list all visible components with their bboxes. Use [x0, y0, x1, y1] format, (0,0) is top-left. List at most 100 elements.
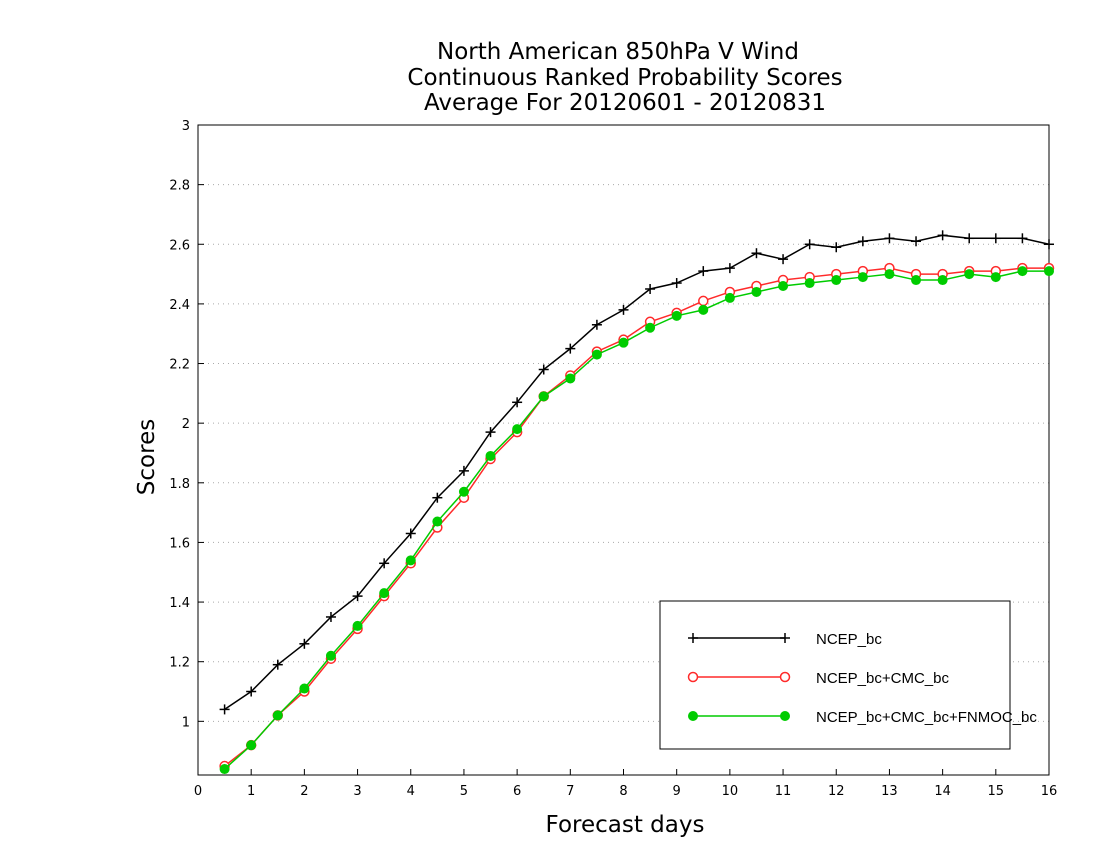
legend-marker-right-0 — [780, 633, 790, 643]
series-0-point-29 — [990, 233, 1001, 244]
series-0-point-23 — [831, 242, 842, 253]
series-0-point-8 — [432, 492, 443, 503]
series-2-point-8 — [432, 516, 443, 527]
legend-marker-left-2 — [688, 711, 698, 721]
series-0-point-20 — [751, 248, 762, 259]
legend-entry-0: NCEP_bc — [688, 631, 882, 648]
series-2-point-26 — [911, 275, 922, 286]
y-tick-label-3: 1.6 — [169, 536, 190, 551]
series-0-point-5 — [352, 591, 363, 602]
x-tick-label-15: 15 — [988, 784, 1005, 799]
y-tick-label-0: 1 — [182, 715, 190, 730]
y-tick-label-9: 2.8 — [169, 179, 190, 194]
x-axis-label: Forecast days — [546, 812, 705, 838]
series-1-point-18 — [698, 295, 709, 307]
series-2-point-12 — [538, 391, 549, 402]
series-2-point-20 — [751, 286, 762, 297]
x-tick-label-5: 5 — [460, 784, 468, 799]
y-axis-ticks: 1 1.2 1.4 1.6 1.8 2 2.2 2.4 2.6 2.8 3 — [169, 119, 204, 730]
x-axis-ticks: 0 1 2 3 4 5 6 7 8 9 10 11 12 13 14 15 16 — [194, 769, 1057, 799]
series-2 — [219, 266, 1054, 775]
y-axis-label: Scores — [134, 419, 160, 495]
x-tick-label-10: 10 — [722, 784, 739, 799]
series-2-point-1 — [246, 740, 257, 751]
series-2-point-15 — [618, 337, 629, 348]
series-2-point-31 — [1044, 266, 1054, 277]
series-layer — [219, 230, 1055, 775]
series-0-point-26 — [911, 236, 922, 247]
x-tick-label-4: 4 — [407, 784, 415, 799]
y-tick-label-6: 2.2 — [169, 358, 190, 373]
series-2-point-7 — [405, 555, 416, 566]
series-0-point-21 — [778, 254, 789, 265]
legend-label-1: NCEP_bc+CMC_bc — [816, 670, 949, 687]
series-0-point-9 — [458, 465, 469, 476]
series-2-point-18 — [698, 304, 709, 315]
series-2-point-30 — [1017, 266, 1028, 277]
series-0-point-4 — [325, 611, 336, 622]
series-0-point-7 — [405, 528, 416, 539]
series-0-point-16 — [645, 283, 656, 294]
series-2-point-28 — [964, 269, 975, 280]
legend-entry-1: NCEP_bc+CMC_bc — [687, 670, 949, 687]
x-tick-label-8: 8 — [619, 784, 627, 799]
series-2-point-25 — [884, 269, 895, 280]
gridlines — [198, 184, 1049, 722]
series-2-point-29 — [990, 272, 1001, 283]
series-0-point-17 — [671, 278, 682, 289]
series-2-point-3 — [299, 683, 310, 694]
series-0-point-3 — [299, 638, 310, 649]
x-tick-label-3: 3 — [353, 784, 361, 799]
legend-marker-left-0 — [688, 633, 698, 643]
legend-entry-2: NCEP_bc+CMC_bc+FNMOC_bc — [688, 709, 1037, 726]
series-2-point-11 — [512, 424, 523, 435]
series-2-point-9 — [458, 486, 469, 497]
y-tick-label-7: 2.4 — [169, 298, 190, 313]
y-tick-label-10: 3 — [182, 119, 190, 134]
legend-label-0: NCEP_bc — [816, 631, 882, 648]
chart-title-line-1: North American 850hPa V Wind — [437, 39, 799, 65]
series-0-point-2 — [272, 659, 283, 670]
x-tick-label-16: 16 — [1041, 784, 1058, 799]
legend-marker-right-2 — [780, 711, 790, 721]
series-2-point-6 — [379, 588, 390, 599]
series-0-point-1 — [246, 686, 257, 697]
legend: NCEP_bc NCEP_bc+CMC_bc NCEP_bc+CMC_bc+FNMO… — [659, 600, 1037, 750]
series-2-point-19 — [724, 292, 735, 303]
x-tick-label-11: 11 — [775, 784, 792, 799]
legend-box — [659, 600, 1011, 750]
series-0-point-14 — [591, 319, 602, 330]
x-tick-label-2: 2 — [300, 784, 308, 799]
chart-title: North American 850hPa V Wind Continuous … — [407, 39, 842, 116]
series-0 — [219, 230, 1054, 715]
series-2-point-23 — [831, 275, 842, 286]
y-tick-label-2: 1.4 — [169, 596, 190, 611]
x-tick-label-7: 7 — [566, 784, 574, 799]
x-tick-label-1: 1 — [247, 784, 255, 799]
series-0-point-22 — [804, 239, 815, 250]
series-2-point-2 — [272, 710, 283, 721]
series-2-point-10 — [485, 450, 496, 461]
x-tick-label-6: 6 — [513, 784, 521, 799]
series-2-point-22 — [804, 278, 815, 289]
y-tick-label-8: 2.6 — [169, 238, 190, 253]
series-0-point-18 — [698, 266, 709, 277]
y-tick-label-4: 1.8 — [169, 477, 190, 492]
series-0-point-13 — [565, 343, 576, 354]
series-0-point-12 — [538, 364, 549, 375]
chart-title-line-3: Average For 20120601 - 20120831 — [424, 90, 826, 116]
series-0-point-19 — [724, 263, 735, 274]
series-0-point-31 — [1044, 239, 1054, 250]
x-tick-label-9: 9 — [673, 784, 681, 799]
series-0-point-15 — [618, 304, 629, 315]
series-0-point-11 — [512, 397, 523, 408]
series-2-point-21 — [778, 281, 789, 292]
x-tick-label-0: 0 — [194, 784, 202, 799]
series-2-point-5 — [352, 620, 363, 631]
series-0-point-0 — [219, 704, 230, 715]
chart-title-line-2: Continuous Ranked Probability Scores — [407, 65, 842, 91]
series-0-point-25 — [884, 233, 895, 244]
series-2-point-4 — [325, 650, 336, 661]
series-2-point-24 — [857, 272, 868, 283]
